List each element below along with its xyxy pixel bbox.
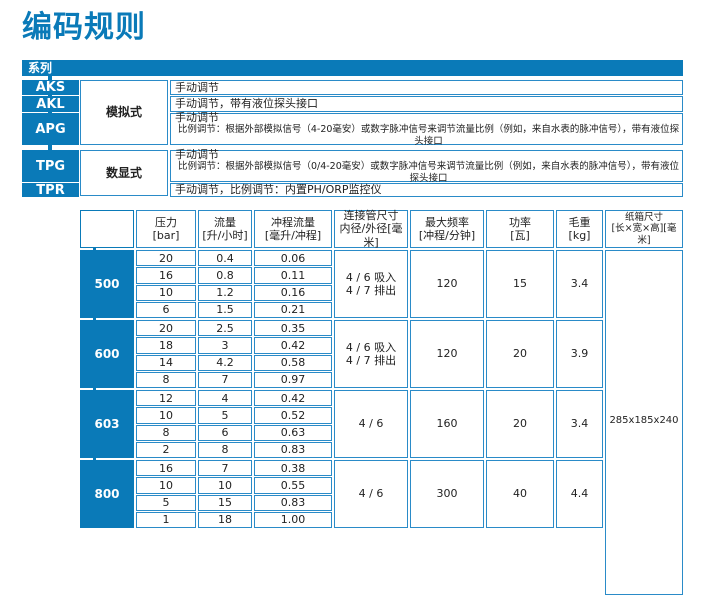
table-cell: 16 bbox=[136, 267, 196, 284]
connection-size: 4 / 6 吸入 4 / 7 排出 bbox=[334, 320, 408, 388]
table-cell: 0.42 bbox=[254, 337, 332, 354]
table-cell: 5 bbox=[136, 494, 196, 511]
table-cell: 4.2 bbox=[198, 354, 252, 371]
power: 15 bbox=[486, 250, 554, 318]
table-cell: 0.55 bbox=[254, 477, 332, 494]
table-cell: 20 bbox=[136, 250, 196, 267]
table-cell: 2 bbox=[136, 441, 196, 459]
series-description: 手动调节，带有液位探头接口 bbox=[170, 96, 683, 112]
gross-weight: 3.9 bbox=[556, 320, 603, 388]
description-line: 手动调节 bbox=[175, 111, 219, 125]
model-800: 800 bbox=[80, 460, 134, 528]
table-cell: 4 bbox=[198, 390, 252, 407]
series-code-tpg: TPG bbox=[22, 150, 79, 182]
page-title: 编码规则 bbox=[22, 10, 146, 45]
series-header: 系列 bbox=[22, 60, 683, 76]
table-cell: 0.11 bbox=[254, 267, 332, 284]
connection-size: 4 / 6 吸入 4 / 7 排出 bbox=[334, 250, 408, 318]
power: 20 bbox=[486, 390, 554, 458]
description-line: 手动调节 bbox=[175, 148, 219, 162]
series-description: 手动调节 比例调节：根据外部模拟信号（0/4-20毫安）或数字脉冲信号来调节流量比… bbox=[170, 148, 683, 184]
table-cell: 0.52 bbox=[254, 407, 332, 424]
type-digital: 数显式 bbox=[80, 150, 168, 196]
series-description: 手动调节 bbox=[170, 80, 683, 95]
model-600: 600 bbox=[80, 320, 134, 388]
series-code-tpr: TPR bbox=[22, 183, 79, 198]
type-analog: 模拟式 bbox=[80, 80, 168, 145]
power: 40 bbox=[486, 460, 554, 528]
gross-weight: 3.4 bbox=[556, 250, 603, 318]
table-cell: 20 bbox=[136, 320, 196, 337]
column-header: 压力 [bar] bbox=[136, 210, 196, 248]
table-cell: 0.58 bbox=[254, 354, 332, 371]
table-cell: 5 bbox=[198, 407, 252, 424]
series-code-apg: APG bbox=[22, 113, 79, 145]
table-cell: 10 bbox=[136, 477, 196, 494]
max-frequency: 300 bbox=[410, 460, 484, 528]
table-cell: 1.2 bbox=[198, 284, 252, 301]
table-cell: 0.21 bbox=[254, 301, 332, 319]
column-header: 毛重 [kg] bbox=[556, 210, 603, 248]
table-cell: 7 bbox=[198, 371, 252, 389]
table-cell: 14 bbox=[136, 354, 196, 371]
gross-weight: 4.4 bbox=[556, 460, 603, 528]
table-cell: 0.83 bbox=[254, 494, 332, 511]
table-cell: 0.16 bbox=[254, 284, 332, 301]
column-header: 型号 bbox=[80, 210, 134, 248]
description-line: 手动调节，带有液位探头接口 bbox=[175, 97, 318, 111]
series-description: 手动调节，比例调节：内置PH/ORP监控仪 bbox=[170, 183, 683, 197]
column-header: 最大频率 [冲程/分钟] bbox=[410, 210, 484, 248]
table-cell: 1.00 bbox=[254, 511, 332, 529]
description-line: 比例调节：根据外部模拟信号（0/4-20毫安）或数字脉冲信号来调节流量比例（例如… bbox=[177, 161, 680, 184]
column-header: 冲程流量 [毫升/冲程] bbox=[254, 210, 332, 248]
description-line: 手动调节 bbox=[175, 80, 219, 94]
power: 20 bbox=[486, 320, 554, 388]
table-cell: 18 bbox=[198, 511, 252, 529]
table-cell: 7 bbox=[198, 460, 252, 477]
table-cell: 18 bbox=[136, 337, 196, 354]
table-cell: 1.5 bbox=[198, 301, 252, 319]
column-header: 连接管尺寸 内径/外径[毫米] bbox=[334, 209, 408, 249]
table-cell: 8 bbox=[136, 424, 196, 441]
table-cell: 8 bbox=[198, 441, 252, 459]
table-cell: 0.4 bbox=[198, 250, 252, 267]
table-cell: 6 bbox=[198, 424, 252, 441]
table-cell: 1 bbox=[136, 511, 196, 529]
table-cell: 16 bbox=[136, 460, 196, 477]
column-header: 流量 [升/小时] bbox=[198, 210, 252, 248]
table-cell: 0.42 bbox=[254, 390, 332, 407]
table-cell: 0.63 bbox=[254, 424, 332, 441]
column-header: 功率 [瓦] bbox=[486, 210, 554, 248]
description-line: 比例调节：根据外部模拟信号（4-20毫安）或数字脉冲信号来调节流量比例（例如，来… bbox=[177, 124, 680, 147]
max-frequency: 120 bbox=[410, 250, 484, 318]
table-cell: 10 bbox=[136, 284, 196, 301]
connection-size: 4 / 6 bbox=[334, 460, 408, 528]
table-cell: 0.35 bbox=[254, 320, 332, 337]
series-description: 手动调节 比例调节：根据外部模拟信号（4-20毫安）或数字脉冲信号来调节流量比例（… bbox=[170, 111, 683, 147]
table-cell: 12 bbox=[136, 390, 196, 407]
connection-size: 4 / 6 bbox=[334, 390, 408, 458]
max-frequency: 120 bbox=[410, 320, 484, 388]
table-cell: 8 bbox=[136, 371, 196, 389]
series-code-aks: AKS bbox=[22, 80, 79, 95]
description-line: 手动调节，比例调节：内置PH/ORP监控仪 bbox=[175, 183, 382, 197]
table-cell: 10 bbox=[136, 407, 196, 424]
table-cell: 15 bbox=[198, 494, 252, 511]
table-cell: 0.06 bbox=[254, 250, 332, 267]
table-cell: 6 bbox=[136, 301, 196, 319]
gross-weight: 3.4 bbox=[556, 390, 603, 458]
table-cell: 0.8 bbox=[198, 267, 252, 284]
model-603: 603 bbox=[80, 390, 134, 458]
table-cell: 0.38 bbox=[254, 460, 332, 477]
table-cell: 0.83 bbox=[254, 441, 332, 459]
box-size: 285x185x240 bbox=[605, 250, 683, 595]
table-cell: 2.5 bbox=[198, 320, 252, 337]
model-500: 500 bbox=[80, 250, 134, 318]
max-frequency: 160 bbox=[410, 390, 484, 458]
table-cell: 3 bbox=[198, 337, 252, 354]
table-cell: 10 bbox=[198, 477, 252, 494]
table-cell: 0.97 bbox=[254, 371, 332, 389]
series-code-akl: AKL bbox=[22, 96, 79, 112]
column-header: 纸箱尺寸 [长×宽×高][毫米] bbox=[605, 210, 683, 248]
